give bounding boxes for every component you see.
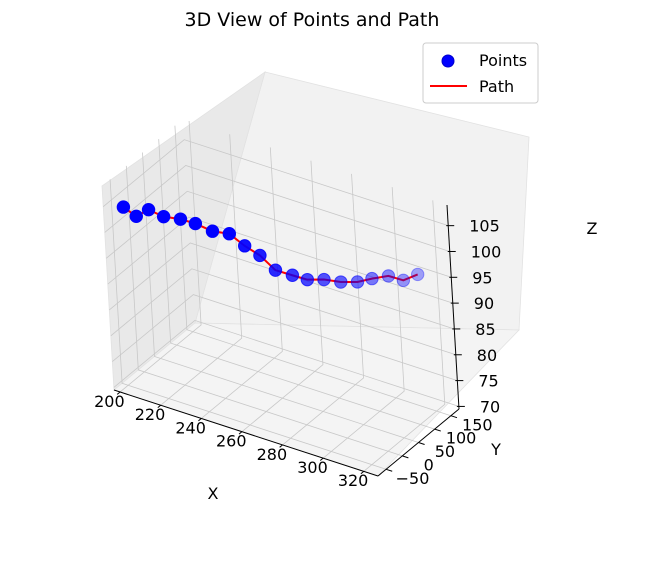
x-gridline [241, 160, 324, 432]
y-tick-label: 50 [435, 442, 455, 461]
z-gridline [107, 216, 453, 304]
x-gridline [282, 173, 364, 446]
x-tick-label: 320 [338, 471, 369, 490]
y-gridline [174, 125, 452, 417]
data-point [116, 200, 131, 214]
y-tick-label: 100 [446, 429, 477, 448]
y-gridline [158, 139, 435, 430]
data-point [285, 268, 300, 282]
data-point [396, 273, 411, 288]
data-point [253, 248, 267, 263]
tick-marks [116, 225, 465, 475]
x-tick-label: 260 [216, 432, 247, 451]
data-point [300, 272, 315, 287]
y-gridline [142, 152, 419, 443]
data-point [410, 267, 425, 282]
z-tick-label: 80 [477, 346, 497, 365]
data-point [365, 271, 379, 286]
x-tick-label: 280 [257, 445, 288, 464]
data-point [381, 269, 396, 283]
data-point [317, 272, 331, 287]
z-gridline [110, 268, 456, 356]
x-tick-mark [116, 391, 121, 395]
z-tick-label: 75 [478, 372, 498, 391]
z-tick-label: 100 [471, 242, 502, 261]
x-gridline [160, 134, 243, 406]
z-gridline [113, 319, 459, 407]
z-tick-label: 70 [480, 397, 500, 416]
y-tick-label: 150 [462, 415, 493, 434]
data-point [188, 216, 203, 231]
x-tick-mark [279, 444, 283, 448]
x-tick-mark [238, 431, 243, 435]
y-tick-mark [418, 442, 425, 445]
y-tick-label: 0 [424, 456, 434, 475]
y-tick-label: −50 [396, 469, 430, 488]
data-point [156, 209, 171, 224]
x-tick-label: 220 [135, 405, 166, 424]
data-point [205, 224, 220, 238]
data-point [334, 275, 348, 289]
chart-title: 3D View of Points and Path [185, 9, 440, 31]
legend: Points Path [422, 42, 539, 104]
data-point [222, 227, 236, 241]
data-point [237, 239, 252, 253]
y-axis-label: Y [490, 440, 501, 459]
y-tick-mark [434, 428, 441, 432]
z-tick-label: 85 [475, 320, 495, 339]
z-gridline [102, 139, 449, 227]
z-gridline [112, 294, 458, 381]
z-gridline [104, 165, 450, 252]
x-gridline [322, 187, 405, 459]
y-tick-mark [402, 455, 409, 459]
y-gridline [125, 165, 403, 457]
x-tick-label: 200 [94, 392, 125, 411]
x-gridline [363, 200, 446, 472]
data-point [173, 212, 188, 226]
points-series [116, 200, 425, 289]
data-point [350, 275, 365, 289]
data-point [141, 202, 156, 217]
z-axis-label: Z [587, 219, 598, 238]
grid-lines [102, 120, 459, 472]
x-tick-label: 240 [175, 418, 206, 437]
legend-label-points: Points [479, 51, 527, 70]
legend-marker-points [441, 54, 455, 68]
x-gridline [119, 120, 202, 393]
z-tick-label: 105 [469, 217, 500, 236]
data-point [129, 209, 143, 223]
z-gridline [105, 190, 452, 278]
z-gridline [109, 242, 455, 330]
x-tick-mark [360, 470, 365, 475]
x-tick-mark [319, 457, 324, 461]
z-tick-label: 95 [472, 268, 492, 287]
y-tick-mark [385, 468, 393, 472]
x-axis-label: X [208, 484, 219, 503]
x-gridline [201, 147, 283, 419]
y-tick-mark [450, 415, 458, 419]
legend-label-path: Path [479, 77, 514, 96]
x-tick-mark [157, 404, 162, 409]
data-point [268, 263, 283, 277]
x-axis-line [113, 389, 379, 477]
z-tick-label: 90 [474, 294, 494, 313]
x-tick-mark [198, 418, 202, 422]
x-tick-label: 300 [297, 458, 328, 477]
z-axis-line [446, 204, 460, 410]
y-gridline [109, 179, 387, 470]
